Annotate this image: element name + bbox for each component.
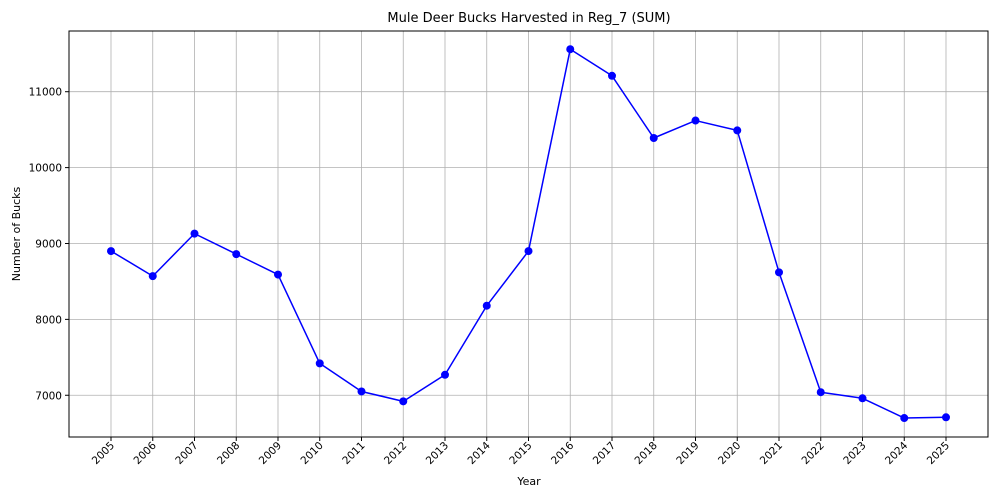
x-tick-label: 2005 xyxy=(90,440,117,467)
y-tick-label: 8000 xyxy=(35,314,62,326)
x-tick-label: 2020 xyxy=(716,440,743,467)
y-tick-label: 7000 xyxy=(35,390,62,402)
x-tick-label: 2014 xyxy=(465,439,493,467)
data-point xyxy=(274,270,282,279)
x-tick-label: 2017 xyxy=(591,440,618,467)
data-point xyxy=(816,388,825,397)
data-point xyxy=(232,250,241,259)
data-point xyxy=(900,414,909,423)
x-tick-label: 2024 xyxy=(883,439,911,467)
data-point xyxy=(608,71,616,80)
data-point xyxy=(441,370,449,379)
x-tick-label: 2013 xyxy=(424,440,451,467)
x-tick-label: 2023 xyxy=(841,440,868,467)
data-point xyxy=(357,387,366,396)
x-tick-label: 2012 xyxy=(382,440,409,467)
x-tick-label: 2016 xyxy=(549,439,577,467)
data-point xyxy=(482,301,491,310)
data-point xyxy=(148,272,157,281)
x-tick-label: 2021 xyxy=(758,440,785,467)
series-layer xyxy=(107,45,950,423)
data-point xyxy=(942,413,950,422)
data-point xyxy=(775,268,783,277)
data-point xyxy=(190,229,199,238)
grid-layer xyxy=(69,31,988,437)
x-tick-label: 2018 xyxy=(632,440,659,467)
y-axis-label: Number of Bucks xyxy=(10,187,23,282)
chart-title: Mule Deer Bucks Harvested in Reg_7 (SUM) xyxy=(387,11,670,26)
tick-layer: 2005 2006 2007 2008 2009 2010 2011 2012 2013 2014… xyxy=(29,87,953,467)
x-tick-label: 2019 xyxy=(674,440,701,467)
data-point xyxy=(566,45,575,54)
x-axis-label: Year xyxy=(516,475,541,488)
data-point xyxy=(649,134,658,143)
x-tick-label: 2011 xyxy=(340,440,367,467)
x-tick-label: 2006 xyxy=(131,439,159,467)
y-tick-label: 9000 xyxy=(35,238,62,250)
x-tick-label: 2010 xyxy=(298,440,325,467)
x-tick-label: 2025 xyxy=(925,440,952,467)
data-point xyxy=(315,359,324,368)
y-tick-label: 10000 xyxy=(29,163,62,175)
data-point xyxy=(858,394,867,403)
x-tick-label: 2009 xyxy=(257,440,284,467)
data-point xyxy=(733,126,742,135)
x-tick-label: 2022 xyxy=(799,440,826,467)
data-point xyxy=(691,116,700,125)
x-tick-label: 2008 xyxy=(215,440,242,467)
data-point xyxy=(107,247,115,256)
x-tick-label: 2007 xyxy=(173,440,200,467)
data-point xyxy=(399,397,408,406)
y-tick-label: 11000 xyxy=(29,87,62,99)
data-point xyxy=(524,247,533,256)
x-tick-label: 2015 xyxy=(507,440,534,467)
